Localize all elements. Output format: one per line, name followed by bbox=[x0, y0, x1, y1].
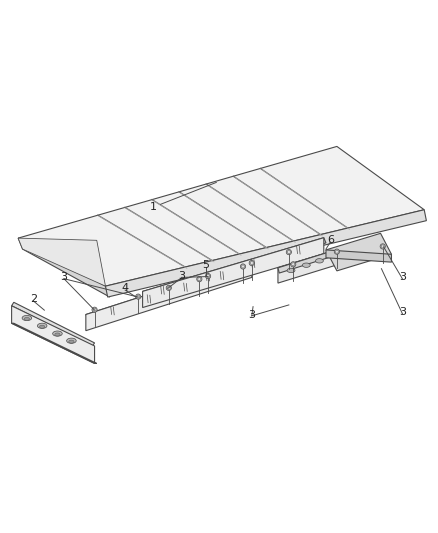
Ellipse shape bbox=[39, 325, 45, 328]
Polygon shape bbox=[18, 238, 110, 297]
Text: 6: 6 bbox=[327, 235, 334, 245]
Polygon shape bbox=[143, 238, 324, 308]
Circle shape bbox=[136, 294, 141, 299]
Text: 4: 4 bbox=[122, 284, 129, 293]
Text: 5: 5 bbox=[202, 260, 209, 270]
Circle shape bbox=[166, 285, 171, 290]
Circle shape bbox=[249, 261, 254, 265]
Text: 1: 1 bbox=[150, 201, 157, 212]
Circle shape bbox=[241, 265, 244, 268]
Ellipse shape bbox=[22, 316, 32, 321]
Polygon shape bbox=[18, 238, 106, 286]
Polygon shape bbox=[106, 210, 426, 297]
Ellipse shape bbox=[302, 263, 310, 268]
Polygon shape bbox=[18, 147, 424, 286]
Polygon shape bbox=[12, 302, 95, 346]
Circle shape bbox=[336, 250, 339, 253]
Ellipse shape bbox=[53, 331, 62, 336]
Ellipse shape bbox=[37, 323, 47, 328]
Circle shape bbox=[290, 262, 296, 267]
Text: 3: 3 bbox=[399, 272, 406, 282]
Circle shape bbox=[286, 249, 291, 255]
Circle shape bbox=[380, 244, 385, 249]
Polygon shape bbox=[143, 238, 326, 297]
Circle shape bbox=[381, 245, 384, 248]
Polygon shape bbox=[278, 238, 375, 273]
Polygon shape bbox=[12, 323, 97, 364]
Polygon shape bbox=[326, 233, 392, 271]
Text: 3: 3 bbox=[60, 272, 67, 282]
Polygon shape bbox=[86, 261, 254, 320]
Circle shape bbox=[292, 263, 295, 266]
Polygon shape bbox=[12, 306, 95, 364]
Circle shape bbox=[167, 286, 170, 289]
Ellipse shape bbox=[315, 259, 323, 263]
Ellipse shape bbox=[69, 340, 74, 343]
Polygon shape bbox=[86, 261, 252, 330]
Circle shape bbox=[137, 295, 140, 298]
Circle shape bbox=[334, 249, 339, 254]
Polygon shape bbox=[326, 250, 392, 262]
Circle shape bbox=[207, 274, 210, 278]
Text: 3: 3 bbox=[178, 271, 185, 281]
Circle shape bbox=[240, 264, 246, 269]
Circle shape bbox=[197, 277, 202, 282]
Circle shape bbox=[93, 308, 96, 311]
Circle shape bbox=[287, 251, 290, 254]
Polygon shape bbox=[278, 238, 374, 283]
Ellipse shape bbox=[55, 333, 60, 336]
Ellipse shape bbox=[24, 317, 29, 320]
Ellipse shape bbox=[287, 268, 295, 272]
Circle shape bbox=[198, 278, 201, 281]
Text: 3: 3 bbox=[248, 310, 255, 319]
Circle shape bbox=[250, 262, 253, 264]
Text: 3: 3 bbox=[399, 308, 406, 317]
Circle shape bbox=[92, 307, 97, 312]
Circle shape bbox=[205, 273, 211, 279]
Ellipse shape bbox=[67, 338, 76, 343]
Text: 2: 2 bbox=[30, 294, 37, 304]
